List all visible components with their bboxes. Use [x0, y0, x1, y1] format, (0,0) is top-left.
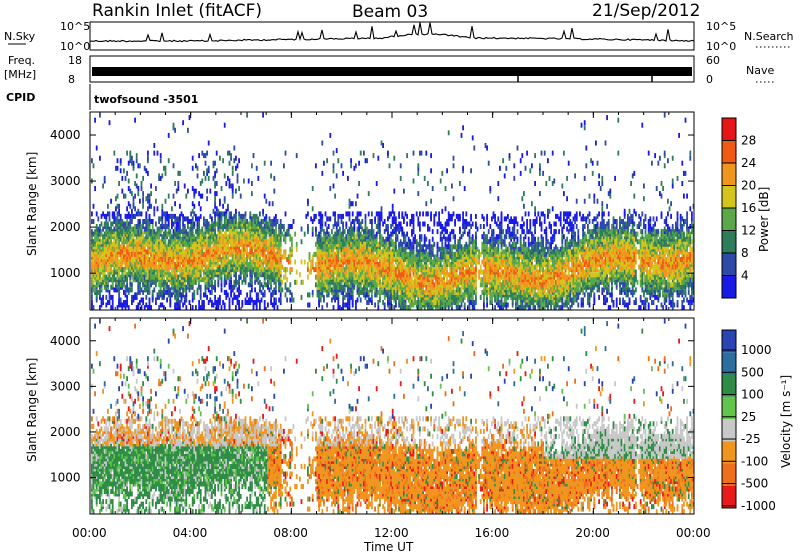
colorbar-tick: 28: [741, 134, 756, 148]
freq-strip: Freq. [MHz] 18 8 60 0 Nave: [4, 54, 776, 86]
nsky-strip: N.Sky 10^5 10^0 10^5 10^0 N.Search: [4, 20, 794, 53]
colorbar-tick: -25: [741, 432, 761, 446]
colorbar-tick: -1000: [741, 499, 776, 513]
time-tick-label: 04:00: [173, 526, 208, 540]
power-ylabel: Slant Range [km]: [25, 152, 39, 256]
velocity-colorbar-label: Velocity [m s⁻¹]: [779, 375, 793, 468]
nsearch-label: N.Search: [744, 30, 794, 43]
time-tick-label: 08:00: [273, 526, 308, 540]
velocity-panel: 1000 2000 3000 4000 Slant Range [km] 1000 50…: [25, 317, 793, 515]
time-axis: 00:00 04:00 08:00 12:00 16:00 20:00 00:00: [72, 112, 711, 540]
station-title: Rankin Inlet (fitACF): [92, 1, 262, 21]
time-tick-label: 16:00: [475, 526, 510, 540]
nsearch-tick-top: 10^5: [706, 20, 736, 33]
colorbar-tick: 4: [741, 269, 749, 283]
colorbar-tick: 100: [741, 388, 764, 402]
beam-title: Beam 03: [352, 2, 428, 22]
freq-tick-bottom: 8: [68, 73, 75, 86]
colorbar-tick: 16: [741, 201, 756, 215]
time-tick-label: 20:00: [575, 526, 610, 540]
freq-trace: [517, 76, 653, 82]
colorbar-tick: 8: [741, 246, 749, 260]
freq-unit: [MHz]: [4, 68, 36, 81]
power-panel: 1000 2000 3000 4000 Slant Range [km] 4 8 12 16…: [25, 111, 771, 311]
ytick-label: 1000: [50, 266, 81, 280]
time-tick-label: 12:00: [374, 526, 409, 540]
ytick-label: 4000: [50, 128, 81, 142]
nsearch-tick-bottom: 10^0: [706, 40, 736, 53]
colorbar-tick: 25: [741, 410, 756, 424]
ytick-label: 3000: [50, 379, 81, 393]
colorbar-tick: 1000: [741, 343, 772, 357]
freq-label: Freq.: [8, 54, 35, 67]
power-colorbar-label: Power [dB]: [757, 187, 771, 252]
colorbar-tick: 12: [741, 224, 756, 238]
ytick-label: 2000: [50, 425, 81, 439]
freq-tick-top: 18: [68, 54, 82, 67]
ytick-label: 2000: [50, 220, 81, 234]
nave-tick-top: 60: [706, 54, 720, 67]
power-colorbar: 4 8 12 16 20 24 28: [721, 117, 756, 299]
cpid-label: CPID: [6, 91, 35, 104]
velocity-ylabel: Slant Range [km]: [25, 358, 39, 462]
colorbar-tick: -100: [741, 454, 768, 468]
colorbar-tick: 500: [741, 365, 764, 379]
colorbar-tick: -500: [741, 477, 768, 491]
ytick-label: 3000: [50, 174, 81, 188]
nsky-label: N.Sky: [4, 30, 36, 43]
ytick-label: 4000: [50, 334, 81, 348]
power-heatmap: [91, 112, 695, 311]
nsky-tick-top: 10^5: [60, 20, 90, 33]
nsky-tick-bottom: 10^0: [60, 40, 90, 53]
nave-label: Nave: [746, 64, 774, 77]
ytick-label: 1000: [50, 471, 81, 485]
time-tick-label: 00:00: [676, 526, 711, 540]
velocity-colorbar: 1000 500 100 25 -25 -100 -500 -1000: [721, 329, 776, 513]
cpid-value: twofsound -3501: [94, 93, 198, 106]
time-axis-label: Time UT: [363, 540, 414, 554]
nave-tick-bottom: 0: [706, 73, 713, 86]
velocity-heatmap: [91, 318, 695, 515]
colorbar-tick: 20: [741, 179, 756, 193]
colorbar-tick: 24: [741, 156, 756, 170]
date-title: 21/Sep/2012: [592, 1, 700, 21]
nsky-trace: [89, 22, 695, 43]
time-tick-label: 00:00: [72, 526, 107, 540]
